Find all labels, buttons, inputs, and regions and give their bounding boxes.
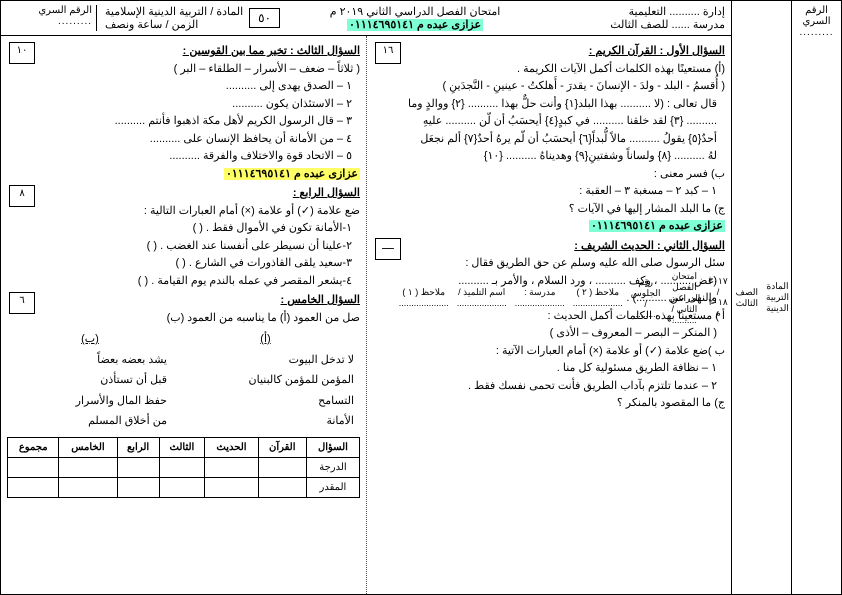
secret-dots: ......... bbox=[794, 27, 839, 38]
b2: قبل أن تستأذن bbox=[9, 371, 171, 390]
secret-col-left: الرقم السري ......... bbox=[7, 5, 97, 31]
q3-4: ٤ – من الأمانة أن يحافظ الإنسان على ....… bbox=[7, 131, 360, 148]
q4-1: ١-الأمانة تكون في الأموال فقط . ( ) bbox=[7, 220, 360, 237]
q1-score-box: ١٦ bbox=[375, 42, 401, 64]
q1-v3: أحدٌ{٥} يقولُ .......... مالاً لُّبداً{٦… bbox=[373, 131, 725, 148]
column-left: ١٠ السؤال الثالث : تخير مما بين القوسين … bbox=[1, 36, 366, 594]
a4: الأمانة bbox=[173, 412, 358, 431]
q1-b-items: ١ – كبد ٢ – مسغبة ٣ – العقبة : bbox=[373, 183, 725, 200]
q3-2: ٢ – الاستئذان يكون .......... bbox=[7, 96, 360, 113]
q4-3: ٣-سعيد يلقى القاذورات في الشارع . ( ) bbox=[7, 255, 360, 272]
q2-b2: ٢ – عندما تلتزم بآداب الطريق فأنت تحمى ن… bbox=[373, 378, 725, 395]
info-sidebar: المادة التربية الدينية الصف الثالث ٢٠١٧ … bbox=[731, 1, 791, 594]
header-admin: إدارة .......... التعليمية مدرسة ...... … bbox=[524, 5, 725, 31]
secret-col-right: الرقم السري ......... bbox=[791, 1, 841, 594]
secret-label-l: الرقم السري bbox=[7, 5, 92, 16]
admin-line: إدارة .......... التعليمية bbox=[524, 5, 725, 18]
th3: الثالث bbox=[159, 437, 205, 457]
q4-score-box: ٨ bbox=[9, 185, 35, 207]
secret-label: الرقم السري bbox=[794, 5, 839, 27]
q2-a: أ ) مستعينا بهذه الكلمات أكمل الحديث : bbox=[373, 308, 725, 325]
q2-l2: والنهى عن ..........) . bbox=[373, 290, 725, 307]
q2-intro: سئل الرسول صلى الله عليه وسلم عن حق الطر… bbox=[373, 255, 725, 272]
q1-words: ( أُقسمُ - البلد - ولدَ - الإنسانَ - يقد… bbox=[373, 78, 725, 95]
q3-3: ٣ – قال الرسول الكريم لأهل مكة اذهبوا فأ… bbox=[7, 113, 360, 130]
q4-title: السؤال الرابع : bbox=[7, 185, 360, 202]
total-score-box: ٥٠ bbox=[249, 8, 280, 28]
q1-b: ب) فسر معنى : bbox=[373, 166, 725, 183]
q4-4: ٤-يشعر المقصر في عمله بالندم يوم القيامة… bbox=[7, 273, 360, 290]
grade-table: السؤال القرآن الحديث الثالث الرابع الخام… bbox=[7, 437, 360, 498]
th1: القرآن bbox=[258, 437, 306, 457]
q2-b: ب )ضع علامة (✓) أو علامة (×) أمام العبار… bbox=[373, 343, 725, 360]
th6: مجموع bbox=[8, 437, 59, 457]
q1-v1: قال تعالى : (لا .......... بهذا البلد{١}… bbox=[373, 96, 725, 113]
total-score: ٥٠ bbox=[258, 11, 271, 25]
th5: الخامس bbox=[59, 437, 117, 457]
q4-2: ٢-علينا أن نسيطر على أنفسنا عند الغضب . … bbox=[7, 238, 360, 255]
q3-1: ١ – الصدق يهدى إلى .......... bbox=[7, 78, 360, 95]
q3-words: ( ثلاثاً – ضعف – الأسرار – الطلقاء – الب… bbox=[7, 61, 360, 78]
q4-intro: ضع علامة (✓) أو علامة (×) أمام العبارات … bbox=[7, 203, 360, 220]
exam-header: إدارة .......... التعليمية مدرسة ...... … bbox=[1, 1, 731, 36]
q2-l1: (غض .......... ، وكف .......... ، ورد ال… bbox=[373, 273, 725, 290]
q5-intro: صل من العمود (أ) ما يناسبه من العمود (ب) bbox=[7, 310, 360, 327]
b3: حفظ المال والأسرار bbox=[9, 392, 171, 411]
r1: الدرجة bbox=[306, 457, 359, 477]
header-title: امتحان الفصل الدراسي الثاني ٢٠١٩ م عزازى… bbox=[314, 5, 515, 31]
column-right: ١٦ السؤال الأول : القرآن الكريم : (أ) مس… bbox=[366, 36, 731, 594]
q2-words: ( المنكر – البصر – المعروف – الأذى ) bbox=[373, 325, 725, 342]
q2-b1: ١ – نظافة الطريق مسئولية كل منا . bbox=[373, 360, 725, 377]
time-line: الزمن / ساعة ونصف bbox=[105, 18, 243, 31]
th4: الرابع bbox=[117, 437, 159, 457]
a3: التسامح bbox=[173, 392, 358, 411]
sidebar-grade: الصف الثالث bbox=[736, 287, 758, 309]
th0: السؤال bbox=[306, 437, 359, 457]
q1-title: السؤال الأول : القرآن الكريم : bbox=[373, 43, 725, 60]
main-area: إدارة .......... التعليمية مدرسة ...... … bbox=[1, 1, 731, 594]
author-highlight: عزازى عبده م ٠١١١٤٦٩٥١٤١ bbox=[347, 19, 483, 31]
header-subject: ٥٠ المادة / التربية الدينية الإسلامية ال… bbox=[105, 5, 306, 31]
b1: يشد بعضه بعضاً bbox=[9, 351, 171, 370]
q3-title: السؤال الثالث : تخير مما بين القوسين : bbox=[7, 43, 360, 60]
sidebar-subject: المادة التربية الدينية bbox=[766, 281, 789, 314]
q5-score-box: ٦ bbox=[9, 292, 35, 314]
match-table: (أ) (ب) لا تدخل البيوتيشد بعضه بعضاً الم… bbox=[7, 328, 360, 433]
q2-c: ج) ما المقصود بالمنكر ؟ bbox=[373, 395, 725, 412]
secret-dots-l: ......... bbox=[7, 16, 92, 27]
r2: المقدر bbox=[306, 477, 359, 497]
q2-score-box: ــــ bbox=[375, 238, 401, 260]
a2: المؤمن للمؤمن كالبنيان bbox=[173, 371, 358, 390]
a1: لا تدخل البيوت bbox=[173, 351, 358, 370]
q1-v2: .......... {٣} لقد خلقنا .......... في ك… bbox=[373, 113, 725, 130]
q3-5: ٥ – الاتحاد قوة والاختلاف والفرقة ......… bbox=[7, 148, 360, 165]
q2-title: السؤال الثاني : الحديث الشريف : bbox=[373, 238, 725, 255]
watermark1: عزازى عبده م ٠١١١٤٦٩٥١٤١ bbox=[589, 220, 725, 232]
q1-v4: لهُ .......... {٨} ولساناً وشفتينِ{٩} وه… bbox=[373, 148, 725, 165]
q3-score-box: ١٠ bbox=[9, 42, 35, 64]
th2: الحديث bbox=[205, 437, 258, 457]
q1-a: (أ) مستعينًا بهذه الكلمات أكمل الآيات ال… bbox=[373, 61, 725, 78]
b4: من أخلاق المسلم bbox=[9, 412, 171, 431]
match-b-h: (ب) bbox=[9, 330, 171, 349]
content-columns: ١٦ السؤال الأول : القرآن الكريم : (أ) مس… bbox=[1, 36, 731, 594]
watermark2: عزازى عبده م ٠١١١٤٦٩٥١٤١ bbox=[224, 168, 360, 180]
q1-c: ج) ما البلد المشار إليها في الآيات ؟ bbox=[373, 201, 725, 218]
exam-title: امتحان الفصل الدراسي الثاني ٢٠١٩ م bbox=[314, 5, 515, 18]
match-a-h: (أ) bbox=[173, 330, 358, 349]
q5-title: السؤال الخامس : bbox=[7, 292, 360, 309]
subject-line: المادة / التربية الدينية الإسلامية bbox=[105, 5, 243, 18]
school-line: مدرسة ...... للصف الثالث bbox=[524, 18, 725, 31]
